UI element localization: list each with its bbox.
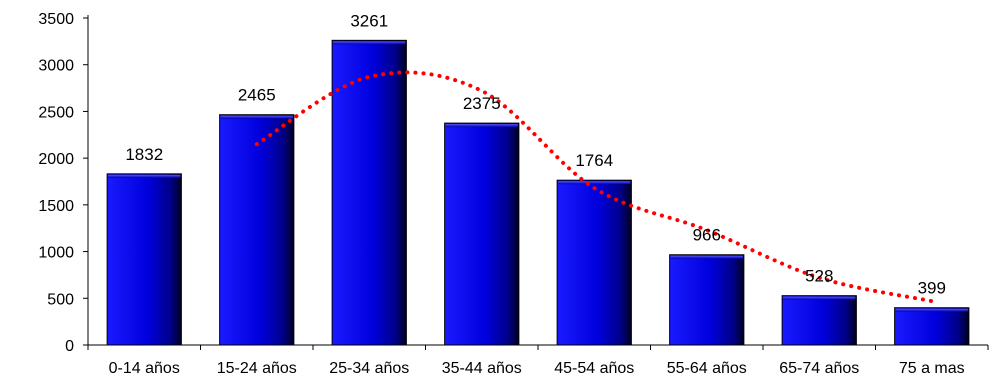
x-tick-label: 15-24 años [217, 360, 297, 377]
trendline-path [254, 70, 934, 304]
data-label: 1764 [575, 151, 613, 170]
bar [444, 122, 520, 346]
bars [106, 39, 970, 346]
y-tick-label: 3500 [38, 11, 74, 28]
bar-body [331, 39, 407, 346]
bar-top-highlight [783, 296, 856, 300]
x-tick-label: 55-64 años [667, 360, 747, 377]
bar-top-highlight [895, 308, 968, 312]
bar-body [556, 179, 632, 346]
bar [556, 179, 632, 346]
y-tick-label: 2500 [38, 104, 74, 121]
data-label: 2465 [238, 86, 276, 105]
bar-top-highlight [558, 181, 631, 185]
bar-top-highlight [220, 115, 293, 119]
y-tick-label: 1500 [38, 198, 74, 215]
data-label: 1832 [125, 145, 163, 164]
bar [219, 114, 295, 346]
bar [669, 254, 745, 346]
y-tick-label: 2000 [38, 151, 74, 168]
bar-top-highlight [445, 124, 518, 128]
data-label: 399 [918, 279, 946, 298]
bar-body [894, 307, 970, 346]
data-labels: 1832 2465 3261 2375 1764 966 528 399 [125, 11, 946, 297]
bar-body [669, 254, 745, 346]
y-tick-label: 500 [47, 291, 74, 308]
bar-body [106, 173, 182, 346]
bar-body [444, 122, 520, 346]
y-tick-label: 3000 [38, 58, 74, 75]
bar [106, 173, 182, 346]
y-axis: 0 500 1000 1500 2000 2500 3000 3500 [38, 11, 89, 355]
bar [894, 307, 970, 346]
bar-top-highlight [333, 41, 406, 45]
y-tick-label: 0 [65, 338, 74, 355]
x-tick-label: 75 a mas [899, 360, 965, 377]
data-label: 966 [693, 226, 721, 245]
y-tick-label: 1000 [38, 245, 74, 262]
data-label: 528 [805, 267, 833, 286]
data-label: 3261 [350, 11, 388, 30]
bar-body [219, 114, 295, 346]
data-label: 2375 [463, 94, 501, 113]
bar [781, 295, 857, 346]
bar-top-highlight [108, 174, 181, 178]
x-tick-label: 35-44 años [442, 360, 522, 377]
x-tick-label: 45-54 años [554, 360, 634, 377]
bar-top-highlight [670, 255, 743, 259]
x-axis: 0-14 años 15-24 años 25-34 años 35-44 años 4… [87, 344, 989, 377]
x-tick-label: 0-14 años [109, 360, 180, 377]
bar [331, 39, 407, 346]
trendline [254, 70, 934, 304]
x-tick-label: 65-74 años [779, 360, 859, 377]
bar-body [781, 295, 857, 346]
x-tick-label: 25-34 años [329, 360, 409, 377]
